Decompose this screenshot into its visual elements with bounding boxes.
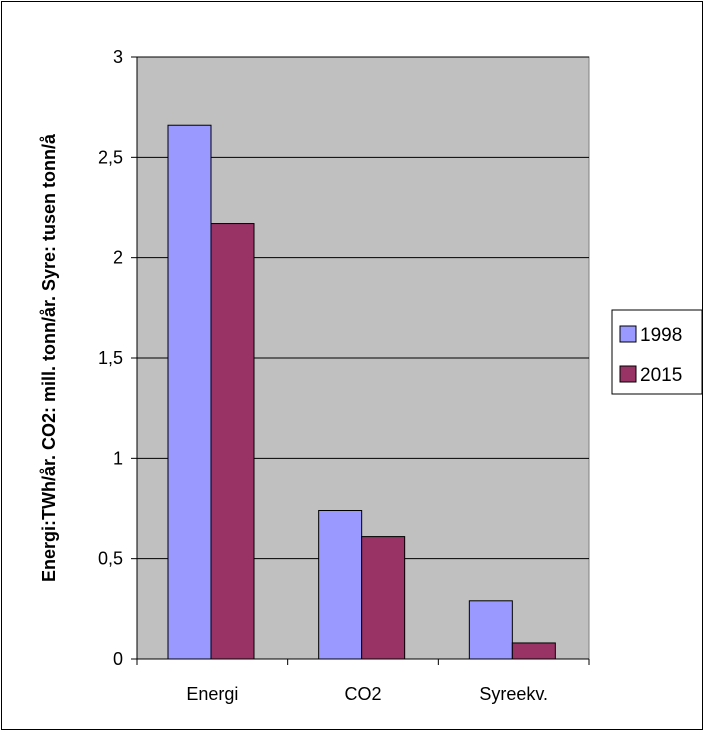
axes (131, 56, 590, 665)
bar-1998-energi (167, 124, 212, 660)
legend: 1998 2015 (611, 309, 703, 395)
bar-2015-co2 (361, 536, 406, 660)
bars (167, 124, 556, 660)
legend-label-1998: 1998 (640, 325, 682, 346)
y-tick-label: 2,5 (98, 147, 123, 167)
x-tick-label: CO2 (344, 684, 381, 704)
y-tick-labels: 0 0,5 1 1,5 2 2,5 3 (98, 47, 123, 669)
y-axis-label: Energi:TWh/år. CO2: mill. tonn/år. Syre:… (39, 133, 59, 582)
y-tick-label: 0 (113, 649, 123, 669)
x-tick-label: Syreekv. (479, 684, 548, 704)
x-tick-labels: Energi CO2 Syreekv. (186, 684, 548, 704)
legend-swatch-1998 (619, 325, 637, 343)
legend-label-2015: 2015 (640, 365, 682, 386)
y-tick-label: 1,5 (98, 348, 123, 368)
legend-swatch-2015 (619, 365, 637, 383)
bar-2015-syreekv (511, 642, 556, 660)
bar-1998-syreekv (468, 600, 513, 660)
bar-2015-energi (210, 223, 255, 660)
bar-1998-co2 (318, 510, 363, 660)
y-tick-label: 0,5 (98, 549, 123, 569)
y-tick-label: 3 (113, 47, 123, 67)
y-tick-label: 1 (113, 448, 123, 468)
y-tick-label: 2 (113, 248, 123, 268)
x-tick-label: Energi (186, 684, 238, 704)
